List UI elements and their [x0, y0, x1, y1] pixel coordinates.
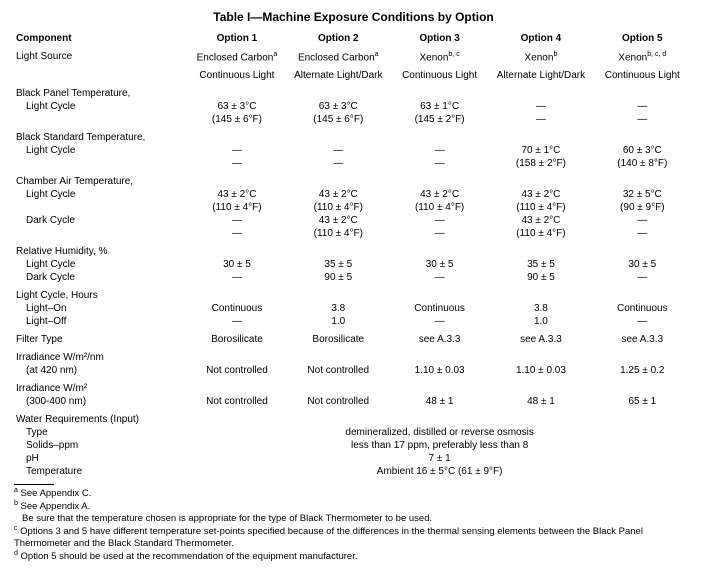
row-bp-light2: (145 ± 6°F)(145 ± 6°F)(145 ± 2°F)—— — [14, 113, 693, 126]
col-opt2: Option 2 — [288, 32, 389, 45]
cm-1: Continuous Light — [186, 64, 287, 82]
ls-3: Xenonb, c — [389, 45, 490, 64]
col-opt5: Option 5 — [592, 32, 693, 45]
footnote-c: c Options 3 and 5 have different tempera… — [14, 525, 693, 550]
footnote-b2: Be sure that the temperature chosen is a… — [14, 513, 693, 525]
row-ca-L2: (110 ± 4°F)(110 ± 4°F)(110 ± 4°F)(110 ± … — [14, 201, 693, 214]
row-light-source: Light Source Enclosed Carbona Enclosed C… — [14, 45, 693, 64]
ls-5: Xenonb, c, d — [592, 45, 693, 64]
row-bs-label: Black Standard Temperature, — [14, 126, 693, 144]
row-water-ph: pH 7 ± 1 — [14, 452, 693, 465]
exposure-table: Component Option 1 Option 2 Option 3 Opt… — [14, 32, 693, 478]
row-bs-light1: Light Cycle ———70 ± 1°C60 ± 3°C — [14, 144, 693, 157]
footnote-b: b See Appendix A. — [14, 500, 693, 513]
row-rh-L: Light Cycle 30 ± 535 ± 530 ± 535 ± 530 ±… — [14, 258, 693, 271]
table-title: Table I—Machine Exposure Conditions by O… — [14, 10, 693, 24]
footnote-d: d Option 5 should be used at the recomme… — [14, 550, 693, 563]
row-water-label: Water Requirements (Input) — [14, 408, 693, 426]
cm-3: Continuous Light — [389, 64, 490, 82]
row-ca-D1: Dark Cycle —43 ± 2°C—43 ± 2°C— — [14, 214, 693, 227]
row-irr300-label: Irradiance W/m² — [14, 377, 693, 395]
cm-5: Continuous Light — [592, 64, 693, 82]
cm-2: Alternate Light/Dark — [288, 64, 389, 82]
row-irr420-label: Irradiance W/m²/nm — [14, 346, 693, 364]
label-light-source: Light Source — [14, 45, 186, 64]
row-bs-light2: ———(158 ± 2°F)(140 ± 8°F) — [14, 157, 693, 170]
row-water-type: Type demineralized, distilled or reverse… — [14, 426, 693, 439]
cm-4: Alternate Light/Dark — [490, 64, 591, 82]
row-ca-label: Chamber Air Temperature, — [14, 170, 693, 188]
row-lc-label: Light Cycle, Hours — [14, 284, 693, 302]
row-bp-label: Black Panel Temperature, — [14, 82, 693, 100]
header-row: Component Option 1 Option 2 Option 3 Opt… — [14, 32, 693, 45]
footnotes: a See Appendix C. b See Appendix A. Be s… — [14, 484, 693, 563]
col-opt3: Option 3 — [389, 32, 490, 45]
row-rh-D: Dark Cycle —90 ± 5—90 ± 5— — [14, 271, 693, 284]
row-lc-on: Light–On Continuous3.8Continuous3.8Conti… — [14, 302, 693, 315]
row-irr420: (at 420 nm) Not controlledNot controlled… — [14, 364, 693, 377]
row-irr300: (300-400 nm) Not controlledNot controlle… — [14, 395, 693, 408]
row-water-solids: Solids–ppm less than 17 ppm, preferably … — [14, 439, 693, 452]
ls-2: Enclosed Carbona — [288, 45, 389, 64]
col-component: Component — [14, 32, 186, 45]
row-water-temp: Temperature Ambient 16 ± 5°C (61 ± 9°F) — [14, 465, 693, 478]
row-ca-L1: Light Cycle 43 ± 2°C43 ± 2°C43 ± 2°C43 ±… — [14, 188, 693, 201]
col-opt4: Option 4 — [490, 32, 591, 45]
col-opt1: Option 1 — [186, 32, 287, 45]
ls-4: Xenonb — [490, 45, 591, 64]
row-cycle-mode: Continuous Light Alternate Light/Dark Co… — [14, 64, 693, 82]
row-lc-off: Light–Off —1.0—1.0— — [14, 315, 693, 328]
row-rh-label: Relative Humidity, % — [14, 240, 693, 258]
ls-1: Enclosed Carbona — [186, 45, 287, 64]
footnote-a: a See Appendix C. — [14, 487, 693, 500]
row-bp-light1: Light Cycle 63 ± 3°C63 ± 3°C63 ± 1°C—— — [14, 100, 693, 113]
footnote-rule — [14, 484, 54, 485]
row-ca-D2: —(110 ± 4°F)—(110 ± 4°F)— — [14, 227, 693, 240]
row-filter: Filter Type BorosilicateBorosilicatesee … — [14, 328, 693, 346]
